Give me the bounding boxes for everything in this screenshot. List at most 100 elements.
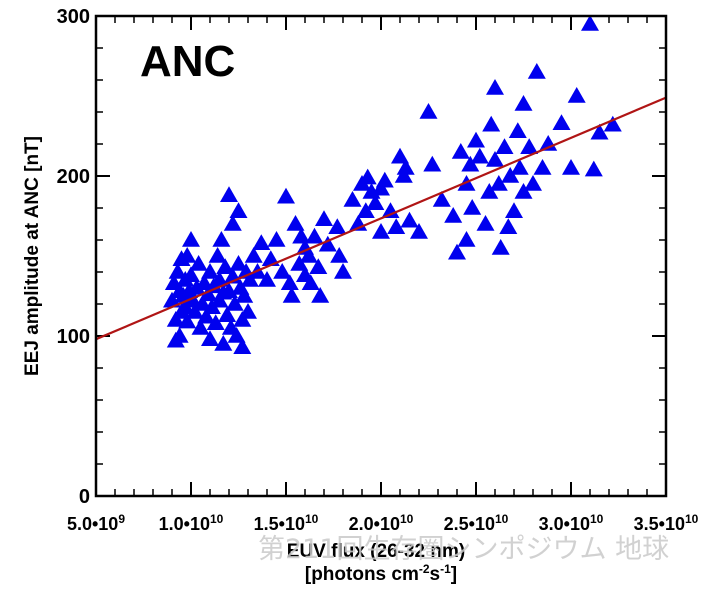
x-tick-label: 2.0•1010 <box>349 512 414 534</box>
data-point <box>508 122 527 138</box>
data-point <box>590 123 609 140</box>
data-point <box>480 183 499 199</box>
data-point <box>328 218 347 234</box>
data-point <box>229 202 248 218</box>
data-point <box>381 202 400 218</box>
data-point <box>267 231 286 247</box>
data-point <box>182 266 200 282</box>
data-point <box>163 291 181 308</box>
data-point <box>301 274 320 290</box>
plot-frame <box>94 14 668 498</box>
x-tick-label: 1.5•1010 <box>254 512 319 534</box>
data-point <box>489 175 508 191</box>
data-point <box>178 247 197 263</box>
data-point <box>356 202 375 218</box>
data-point <box>240 271 259 287</box>
data-point <box>235 287 254 303</box>
data-point <box>467 131 485 148</box>
data-point <box>562 159 580 175</box>
data-point <box>239 303 257 319</box>
data-point <box>210 291 229 308</box>
data-point <box>178 312 197 329</box>
data-point <box>375 171 394 188</box>
data-point <box>491 239 510 255</box>
data-point <box>193 295 212 311</box>
data-point <box>199 285 218 302</box>
data-point <box>396 159 415 175</box>
data-point <box>229 255 248 271</box>
data-point <box>603 115 622 132</box>
data-point <box>191 319 210 335</box>
data-point <box>189 255 208 271</box>
watermark: 第211回生存圏シンポジウム 地球 <box>258 534 669 565</box>
data-point <box>225 295 244 311</box>
data-point <box>387 218 406 234</box>
data-point <box>476 215 495 231</box>
data-point <box>223 215 242 231</box>
data-point <box>463 199 482 215</box>
y-tick-labels: 0 100 200 300 <box>57 6 90 508</box>
data-point <box>277 187 295 204</box>
data-point <box>201 263 219 279</box>
data-point <box>419 103 438 119</box>
x-tick-label: 3.0•1010 <box>539 512 604 534</box>
data-point <box>233 311 252 327</box>
data-point <box>286 215 305 231</box>
data-point <box>343 191 362 207</box>
data-point <box>423 155 442 172</box>
data-point <box>510 159 529 175</box>
data-point <box>505 202 523 218</box>
data-point <box>394 167 413 183</box>
data-point <box>334 263 352 279</box>
data-point <box>292 227 311 244</box>
data-point <box>372 179 390 196</box>
data-point <box>457 231 476 247</box>
x-tick-label: 1.0•1010 <box>159 512 224 534</box>
data-point <box>183 291 202 308</box>
data-point <box>495 138 514 154</box>
data-point <box>197 307 216 324</box>
data-point <box>187 279 206 295</box>
data-point <box>214 335 233 351</box>
data-point <box>299 247 318 263</box>
data-point <box>227 327 246 343</box>
y-tick-label: 300 <box>57 6 90 28</box>
data-point <box>486 79 504 95</box>
data-point <box>216 258 235 274</box>
data-point <box>311 287 330 303</box>
data-point <box>252 234 271 250</box>
data-point <box>410 223 428 239</box>
data-point <box>182 231 200 247</box>
data-point <box>499 218 518 234</box>
data-point <box>330 247 349 263</box>
data-point <box>220 186 238 202</box>
data-point <box>451 143 470 159</box>
data-point <box>432 191 451 207</box>
data-point <box>372 223 390 239</box>
data-point <box>233 338 252 354</box>
data-point <box>567 87 586 103</box>
data-point <box>461 155 480 172</box>
data-point <box>244 247 263 263</box>
data-point <box>273 263 292 279</box>
data-point <box>305 227 324 244</box>
data-point <box>201 330 219 346</box>
data-point <box>168 263 187 279</box>
x-tick-label: 2.5•1010 <box>444 512 509 534</box>
data-point <box>533 159 552 175</box>
x-axis-label-line2: [photons cm-2s-1] <box>305 562 457 585</box>
data-point <box>206 314 225 330</box>
data-points <box>163 15 622 354</box>
data-point <box>520 138 539 154</box>
data-point <box>280 274 299 290</box>
x-tick-label: 5.0•109 <box>67 512 125 534</box>
data-point <box>501 167 520 183</box>
x-tick-label: 3.5•1010 <box>634 512 699 534</box>
data-point <box>218 306 237 322</box>
data-point <box>258 271 276 287</box>
fit-line <box>95 96 667 341</box>
data-point <box>210 271 229 287</box>
data-point <box>195 274 214 290</box>
